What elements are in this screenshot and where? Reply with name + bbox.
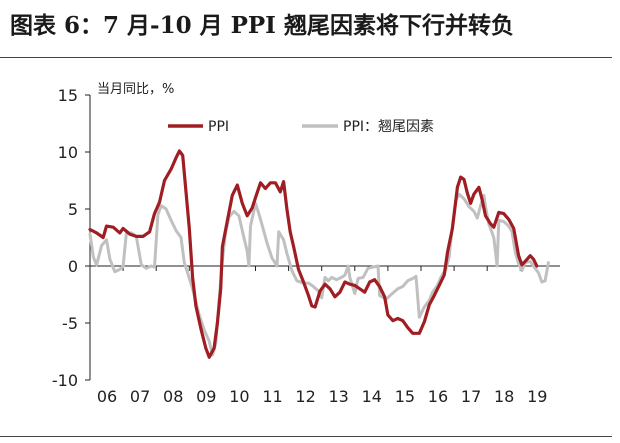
legend-label-carryover: PPI：翘尾因素: [343, 119, 434, 135]
x-tick-label: 19: [527, 387, 547, 406]
y-tick-label: 0: [68, 257, 78, 276]
x-tick-label: 17: [461, 387, 481, 406]
top-rule: [0, 57, 612, 58]
bottom-rule: [0, 436, 612, 437]
x-tick-label: 06: [97, 387, 117, 406]
x-ticks: 06 07 08 09 10 11 12 13 14 15 16 17 18 19: [89, 266, 547, 406]
y-axis-label: 当月同比，%: [97, 82, 174, 97]
series-lines: [88, 149, 550, 359]
x-tick-label: 11: [262, 387, 282, 406]
y-tick-label: -5: [62, 314, 78, 333]
x-tick-label: 08: [163, 387, 183, 406]
axes: [89, 95, 560, 380]
y-tick-label: 15: [58, 86, 78, 105]
y-ticks: -10 -5 0 5 10 15: [52, 86, 90, 390]
y-tick-label: -10: [52, 371, 78, 390]
x-tick-label: 07: [130, 387, 150, 406]
x-tick-label: 09: [196, 387, 216, 406]
legend-label-ppi: PPI: [208, 119, 229, 135]
y-tick-label: 5: [68, 200, 78, 219]
figure-title: 图表 6：7 月-10 月 PPI 翘尾因素将下行并转负: [10, 12, 514, 39]
series-line-ppi: [88, 149, 539, 359]
x-tick-label: 14: [362, 387, 382, 406]
x-tick-label: 10: [229, 387, 249, 406]
x-tick-label: 13: [329, 387, 349, 406]
x-tick-label: 18: [494, 387, 514, 406]
series-line-carryover: [88, 192, 550, 357]
x-tick-label: 15: [395, 387, 415, 406]
legend: PPI PPI：翘尾因素: [168, 119, 434, 135]
x-tick-label: 16: [428, 387, 448, 406]
x-tick-label: 12: [295, 387, 315, 406]
y-tick-label: 10: [58, 143, 78, 162]
